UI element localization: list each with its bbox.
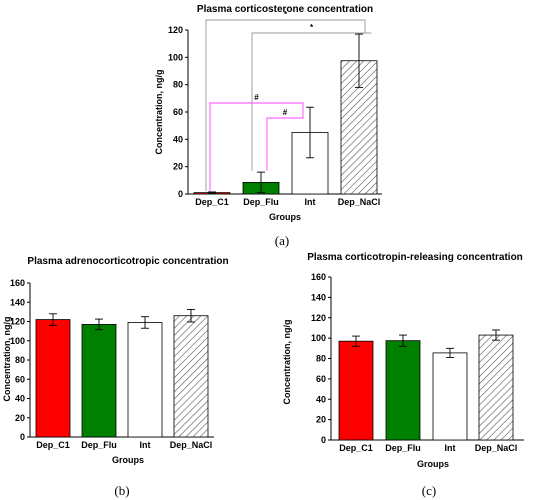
panel-c-plot: 0 20 40 60 80 100 120 140 160 Dep_C1 Dep_Flu Int Dep… xyxy=(311,272,524,453)
panel-b: Plasma adrenocorticotropic concentration… xyxy=(2,256,229,498)
y-tick-label: 60 xyxy=(15,374,25,384)
y-tick-label: 160 xyxy=(10,278,25,288)
panel-c-ylabel: Concentration, ng/g xyxy=(282,320,292,405)
y-tick-label: 0 xyxy=(178,189,183,199)
y-tick-label: 120 xyxy=(10,317,25,327)
panel-b-plot: 0 20 40 60 80 100 120 140 160 Dep_C1 Dep_Flu Int Dep… xyxy=(10,278,214,450)
bar-int xyxy=(432,352,468,441)
x-tick-label: Dep_C1 xyxy=(339,443,373,453)
bar-dep-c1 xyxy=(35,319,71,438)
panel-b-caption: (b) xyxy=(114,483,129,498)
bar-int xyxy=(291,132,329,195)
bar-dep-nacl xyxy=(478,334,514,441)
panel-a-xlabel: Groups xyxy=(269,212,301,222)
panel-b-title: Plasma adrenocorticotropic concentration xyxy=(27,256,228,267)
significance-label: * xyxy=(284,10,288,19)
x-tick-label: Dep_Flu xyxy=(243,197,279,207)
bar-dep-flu xyxy=(385,340,421,441)
x-tick-label: Dep_Flu xyxy=(81,440,117,450)
y-tick-label: 0 xyxy=(321,435,326,445)
y-tick-label: 120 xyxy=(168,25,183,35)
x-tick-label: Dep_NaCl xyxy=(170,440,213,450)
panel-a-plot: 0 20 40 60 80 100 120 Dep_C1 Dep_Flu Int Dep_NaCl *… xyxy=(168,10,382,207)
y-tick-label: 160 xyxy=(311,272,326,282)
y-tick-label: 40 xyxy=(15,394,25,404)
y-tick-label: 20 xyxy=(15,413,25,423)
y-tick-label: 40 xyxy=(173,134,183,144)
x-tick-label: Dep_C1 xyxy=(195,197,229,207)
bar-dep-nacl xyxy=(173,315,209,438)
y-tick-label: 0 xyxy=(20,432,25,442)
y-tick-label: 100 xyxy=(10,336,25,346)
y-tick-label: 100 xyxy=(168,52,183,62)
significance-bracket xyxy=(266,105,304,171)
x-tick-label: Int xyxy=(305,197,316,207)
significance-label: * xyxy=(310,23,314,32)
y-tick-label: 20 xyxy=(173,162,183,172)
y-tick-label: 40 xyxy=(316,394,326,404)
panel-c: Plasma corticotropin-releasing concentra… xyxy=(282,252,524,498)
x-tick-label: Dep_NaCl xyxy=(338,197,381,207)
x-tick-label: Int xyxy=(140,440,151,450)
panel-a-ylabel: Concentration, ng/g xyxy=(154,70,164,155)
panel-a-caption: (a) xyxy=(275,233,289,248)
panel-c-caption: (c) xyxy=(422,483,436,498)
y-tick-label: 80 xyxy=(15,355,25,365)
bar-dep-c1 xyxy=(338,340,374,441)
panel-c-title: Plasma corticotropin-releasing concentra… xyxy=(307,252,523,263)
x-tick-label: Dep_C1 xyxy=(36,440,70,450)
y-tick-label: 60 xyxy=(173,107,183,117)
y-tick-label: 140 xyxy=(10,297,25,307)
significance-label: # xyxy=(254,93,259,102)
y-tick-label: 20 xyxy=(316,415,326,425)
panel-c-xlabel: Groups xyxy=(417,459,449,469)
x-tick-label: Int xyxy=(445,443,456,453)
x-tick-label: Dep_NaCl xyxy=(475,443,518,453)
y-tick-label: 60 xyxy=(316,374,326,384)
panel-b-xlabel: Groups xyxy=(112,455,144,465)
panel-a: Plasma corticosterone concentration 0 20 4… xyxy=(154,4,382,248)
y-tick-label: 140 xyxy=(311,292,326,302)
panel-b-ylabel: Concentration, ng/g xyxy=(2,317,12,402)
y-tick-label: 100 xyxy=(311,333,326,343)
significance-bracket xyxy=(251,32,372,171)
significance-bracket xyxy=(209,102,304,192)
y-tick-label: 80 xyxy=(173,80,183,90)
panel-a-title: Plasma corticosterone concentration xyxy=(197,4,373,15)
significance-label: # xyxy=(283,108,288,117)
bar-int xyxy=(127,322,163,438)
significance-bracket xyxy=(205,19,366,192)
y-tick-label: 120 xyxy=(311,313,326,323)
y-tick-label: 80 xyxy=(316,354,326,364)
x-tick-label: Dep_Flu xyxy=(385,443,421,453)
bar-dep-flu xyxy=(81,323,117,438)
